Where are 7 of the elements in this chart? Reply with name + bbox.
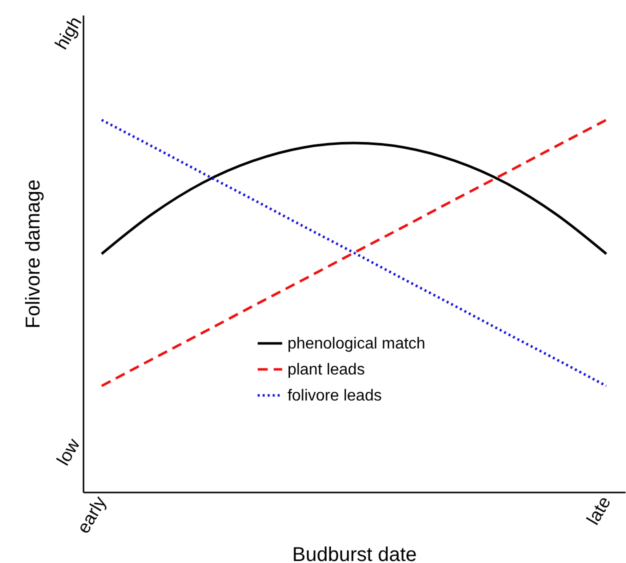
legend-label: plant leads bbox=[287, 361, 365, 378]
legend-label: folivore leads bbox=[287, 387, 382, 404]
y-axis-title: Folivore damage bbox=[22, 180, 44, 328]
annotation: low bbox=[52, 434, 84, 469]
x-axis-title: Budburst date bbox=[292, 544, 417, 563]
x-tick-label: late bbox=[582, 493, 615, 528]
legend-label: phenological match bbox=[287, 335, 426, 352]
